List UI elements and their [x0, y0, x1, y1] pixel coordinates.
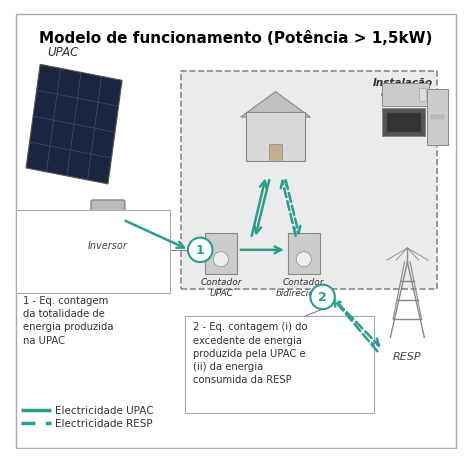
- FancyBboxPatch shape: [288, 233, 320, 275]
- FancyBboxPatch shape: [185, 316, 374, 413]
- FancyBboxPatch shape: [205, 233, 237, 275]
- Text: Instalação
consumo: Instalação consumo: [373, 77, 433, 99]
- Text: Electricidade UPAC: Electricidade UPAC: [55, 405, 154, 415]
- FancyBboxPatch shape: [387, 114, 421, 133]
- Text: 1 - Eq. contagem
da totalidade de
energia produzida
na UPAC: 1 - Eq. contagem da totalidade de energi…: [23, 295, 114, 345]
- Circle shape: [188, 238, 212, 263]
- FancyBboxPatch shape: [246, 113, 305, 162]
- Circle shape: [213, 252, 228, 267]
- Circle shape: [296, 252, 312, 267]
- FancyBboxPatch shape: [382, 108, 425, 137]
- FancyBboxPatch shape: [269, 145, 282, 162]
- Polygon shape: [241, 93, 311, 118]
- Text: 1: 1: [196, 244, 204, 257]
- Text: UPAC: UPAC: [48, 46, 79, 59]
- FancyBboxPatch shape: [181, 72, 438, 290]
- FancyBboxPatch shape: [91, 200, 125, 231]
- FancyBboxPatch shape: [16, 15, 456, 448]
- Text: Contador
UPAC: Contador UPAC: [200, 277, 242, 297]
- Text: 2: 2: [318, 291, 327, 304]
- Text: 2 - Eq. contagem (i) do
excedente de energia
produzida pela UPAC e
(ii) da energ: 2 - Eq. contagem (i) do excedente de ene…: [193, 322, 307, 384]
- Text: RESP: RESP: [393, 351, 421, 361]
- Text: Modelo de funcionamento (Potência > 1,5kW): Modelo de funcionamento (Potência > 1,5k…: [39, 31, 433, 45]
- Text: Contador
bidirecional¹: Contador bidirecional¹: [276, 277, 332, 297]
- FancyBboxPatch shape: [382, 84, 429, 106]
- Polygon shape: [26, 65, 122, 185]
- Text: Inversor: Inversor: [88, 241, 128, 251]
- FancyBboxPatch shape: [419, 89, 426, 102]
- FancyBboxPatch shape: [16, 211, 170, 294]
- FancyBboxPatch shape: [431, 116, 444, 120]
- Circle shape: [311, 285, 335, 309]
- FancyBboxPatch shape: [427, 90, 448, 146]
- Text: Electricidade RESP: Electricidade RESP: [55, 418, 153, 428]
